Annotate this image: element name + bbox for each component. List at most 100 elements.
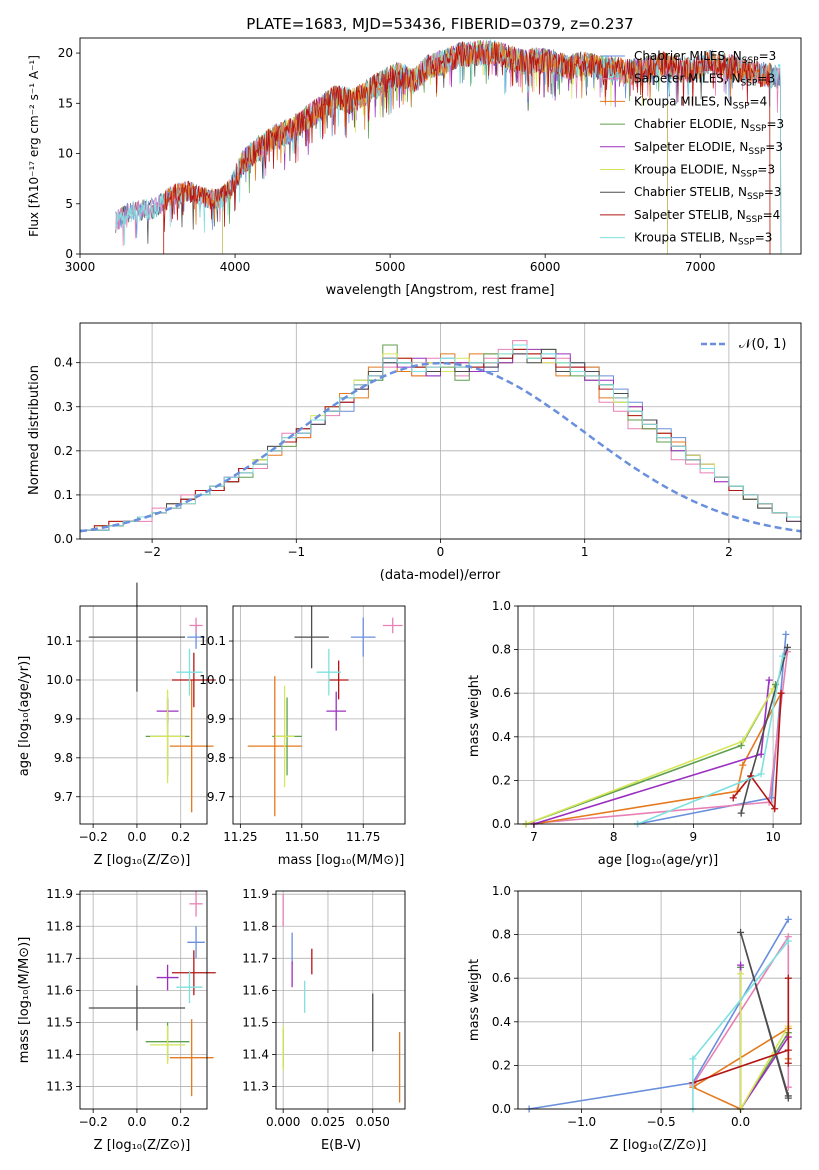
spectrum-panel: 3000 4000 5000 6000 7000 0 5 10 15 20 [58, 37, 802, 274]
y-tick-label: 11.4 [46, 1048, 73, 1062]
age-vs-mass-xlabel: mass [log₁₀(M/M⊙)] [278, 853, 405, 868]
x-tick-label: −0.2 [79, 1115, 108, 1129]
y-tick-label: 5 [65, 197, 73, 211]
spectrum-line [163, 41, 771, 254]
x-tick-label: 7 [530, 830, 538, 844]
y-tick-label: 0.8 [492, 928, 511, 942]
legend-subscript: SSP [746, 215, 763, 225]
weight-marker [737, 928, 745, 936]
weight-marker [689, 1055, 697, 1063]
error-bar-point [88, 985, 186, 1031]
mass-vs-metallicity-xlabel: Z [log₁₀(Z/Z⊙)] [94, 1138, 191, 1153]
x-tick-label: 0.025 [311, 1115, 345, 1129]
y-tick-label: 10.0 [199, 673, 226, 687]
error-bar-point [247, 676, 302, 817]
x-tick-label: 11.50 [285, 830, 319, 844]
weight-marker [771, 805, 779, 813]
legend-value: =4 [763, 208, 781, 222]
weight-line [533, 680, 770, 825]
residual-histogram-panel: −2 −1 0 1 2 0.0 0.1 0.2 0.3 0.4 [54, 322, 802, 559]
y-tick-label: 11.5 [46, 1015, 73, 1029]
y-tick-label: 11.8 [46, 919, 73, 933]
weight-marker [784, 1059, 792, 1067]
error-bar-point [326, 691, 347, 731]
y-tick-label: 0.2 [492, 1058, 511, 1072]
y-tick-label: 0 [65, 247, 73, 261]
weight-marker [737, 809, 745, 817]
y-tick-label: 0.3 [54, 400, 73, 414]
legend-entry: Chabrier STELIB, NSSP=3 [634, 185, 782, 202]
y-tick-label: 0.6 [492, 971, 511, 985]
x-tick-label: −1 [287, 545, 305, 559]
weight-line [525, 651, 789, 825]
y-tick-label: 11.3 [46, 1080, 73, 1094]
grid [80, 891, 207, 1109]
weight-vs-metallicity-ylabel: mass weight [467, 959, 482, 1041]
error-bar-point [316, 648, 342, 696]
x-tick-label: 10 [765, 830, 780, 844]
x-tick-label: −0.2 [79, 830, 108, 844]
weight-marker [729, 794, 737, 802]
normal-legend-label: 𝒩(0, 1) [739, 337, 786, 352]
x-tick-label: 0.050 [356, 1115, 390, 1129]
y-tick-label: 9.7 [54, 790, 73, 804]
y-tick-label: 0.0 [492, 1102, 511, 1116]
axes-frame [517, 605, 802, 825]
y-tick-label: 9.9 [207, 712, 226, 726]
error-bar-point [189, 891, 203, 917]
error-bar-point [88, 582, 186, 692]
error-bar-point [176, 648, 203, 696]
x-tick-label: −0.5 [647, 1115, 676, 1129]
weight-marker [739, 737, 747, 745]
y-tick-label: 10.1 [199, 634, 226, 648]
weight-marker [782, 630, 790, 638]
legend-entry: Salpeter STELIB, NSSP=4 [634, 208, 780, 225]
legend-value: =3 [757, 163, 775, 177]
y-tick-label: 11.6 [242, 983, 269, 997]
spectrum-line [115, 39, 782, 254]
weight-vs-age-panel: 7 8 9 10 0.0 0.2 0.4 0.6 0.8 1.0 [492, 599, 802, 844]
plot-area [247, 606, 403, 817]
spectrum-legend: Chabrier MILES, NSSP=3 Salpeter MILES, NS… [600, 49, 784, 248]
age-vs-metallicity-xlabel: Z [log₁₀(Z/Z⊙)] [94, 853, 191, 868]
y-tick-label: 20 [58, 46, 73, 60]
axes-frame [79, 890, 208, 1110]
error-bar-point [150, 1025, 186, 1065]
error-bar-point [382, 617, 403, 634]
y-tick-label: 11.7 [242, 951, 269, 965]
legend-subscript: SSP [747, 192, 764, 202]
weight-marker [784, 915, 792, 923]
y-tick-label: 1.0 [492, 599, 511, 613]
error-bar-point [187, 926, 205, 959]
legend-entry: Chabrier MILES, NSSP=3 [634, 49, 776, 66]
y-tick-label: 0.4 [54, 356, 73, 370]
y-tick-label: 11.6 [46, 983, 73, 997]
weight-vs-age-ylabel: mass weight [467, 675, 482, 757]
x-tick-label: 2 [725, 545, 733, 559]
x-tick-label: 1 [581, 545, 589, 559]
histogram-xlabel: (data-model)/error [380, 568, 501, 583]
x-tick-label: −1.0 [567, 1115, 596, 1129]
axes-frame [275, 890, 406, 1110]
weight-line [739, 973, 789, 1112]
x-tick-label: 0.0 [127, 830, 146, 844]
error-bar-point [171, 652, 216, 708]
x-tick-label: 0.0 [127, 1115, 146, 1129]
error-bar-point [328, 660, 349, 700]
error-bar-point [189, 617, 203, 634]
mass-vs-extinction-panel: 0.000 0.025 0.050 11.3 11.4 11.5 11.6 11.7 11.8 1… [242, 887, 406, 1129]
weight-marker [784, 937, 792, 945]
plot-area [88, 582, 216, 813]
y-tick-label: 0.2 [54, 444, 73, 458]
legend-subscript: SSP [738, 238, 755, 248]
y-tick-label: 9.8 [207, 751, 226, 765]
legend-value: =4 [750, 94, 768, 108]
y-tick-label: 0.4 [492, 1015, 511, 1029]
histogram-ylabel: Normed distribution [27, 365, 42, 495]
x-tick-label: 0.0 [731, 1115, 750, 1129]
legend-subscript: SSP [742, 56, 759, 66]
weight-marker [777, 689, 785, 697]
weight-marker [757, 770, 765, 778]
error-bar-point [350, 617, 376, 657]
